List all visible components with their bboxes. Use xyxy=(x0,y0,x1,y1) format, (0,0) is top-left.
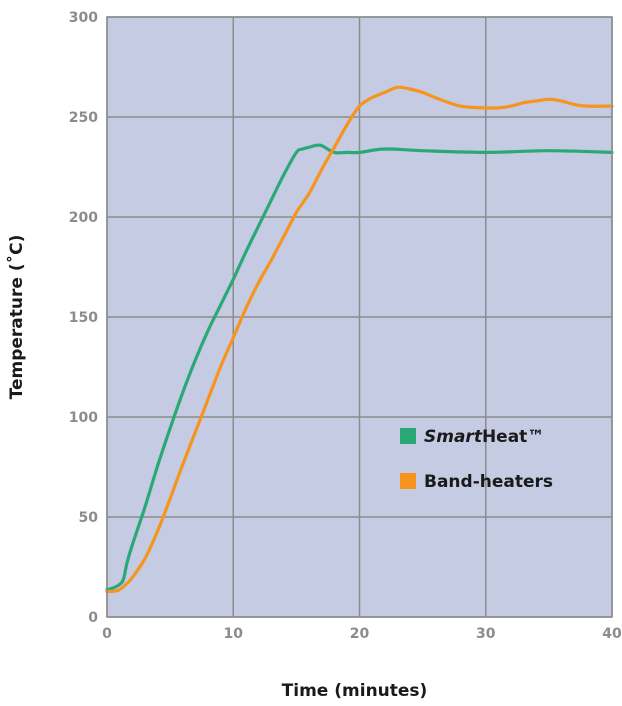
series-line-smartheat xyxy=(105,143,614,592)
y-tick-label: 250 xyxy=(69,110,98,126)
y-tick-label: 300 xyxy=(69,10,98,26)
y-tick-label: 100 xyxy=(69,410,98,426)
y-tick-label: 0 xyxy=(88,610,98,626)
x-tick-label: 0 xyxy=(102,626,112,642)
plot-frame xyxy=(106,16,613,618)
legend-swatch-smartheat xyxy=(400,428,416,444)
legend-swatch-band-heaters xyxy=(400,473,416,489)
legend-label-band-heaters: Band-heaters xyxy=(424,472,553,492)
x-tick-label: 10 xyxy=(224,626,244,642)
y-tick-label: 50 xyxy=(79,510,99,526)
legend-label-smartheat: SmartHeat™ xyxy=(424,427,544,447)
y-axis-title: Temperature (˚C) xyxy=(5,235,27,400)
x-axis-title: Time (minutes) xyxy=(282,681,428,701)
x-tick-label: 40 xyxy=(602,626,622,642)
x-tick-label: 20 xyxy=(350,626,370,642)
y-tick-label: 150 xyxy=(69,310,98,326)
y-tick-label: 200 xyxy=(69,210,98,226)
series-line-band-heaters xyxy=(105,85,614,594)
x-tick-label: 30 xyxy=(476,626,496,642)
